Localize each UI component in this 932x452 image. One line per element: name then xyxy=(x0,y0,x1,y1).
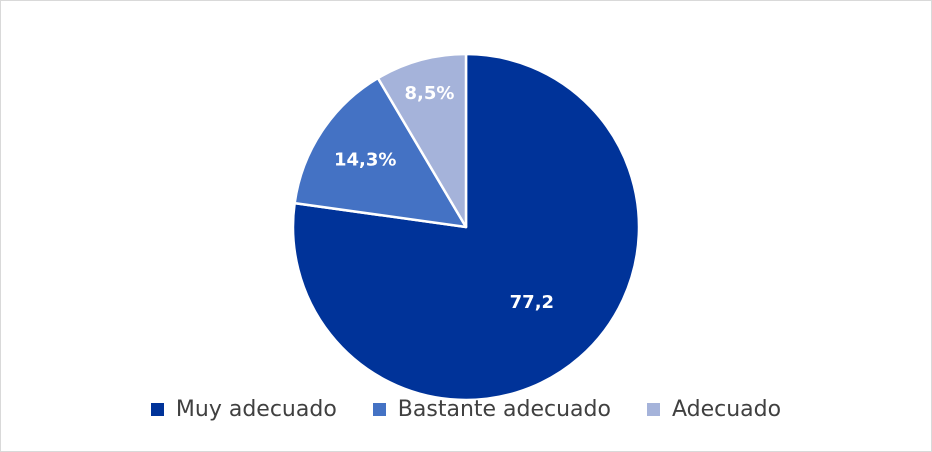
legend-label-muy-adecuado: Muy adecuado xyxy=(175,397,337,422)
legend: Muy adecuado Bastante adecuado Adecuado xyxy=(1,397,931,422)
legend-label-adecuado: Adecuado xyxy=(671,397,782,422)
legend-item-adecuado: Adecuado xyxy=(646,397,782,422)
legend-swatch-adecuado xyxy=(646,403,660,416)
legend-swatch-bastante-adecuado xyxy=(372,403,386,416)
pie-slice-bastante-adecuado xyxy=(293,76,468,229)
data-label-bastante-adecuado: 14,3% xyxy=(334,149,396,170)
legend-item-muy-adecuado: Muy adecuado xyxy=(150,397,337,422)
pie-slice-adecuado xyxy=(376,52,468,229)
legend-item-bastante-adecuado: Bastante adecuado xyxy=(372,397,611,422)
legend-swatch-muy-adecuado xyxy=(150,403,164,416)
data-label-adecuado: 8,5% xyxy=(405,83,455,104)
legend-label-bastante-adecuado: Bastante adecuado xyxy=(397,397,611,422)
data-label-muy-adecuado: 77,2 xyxy=(510,292,554,313)
